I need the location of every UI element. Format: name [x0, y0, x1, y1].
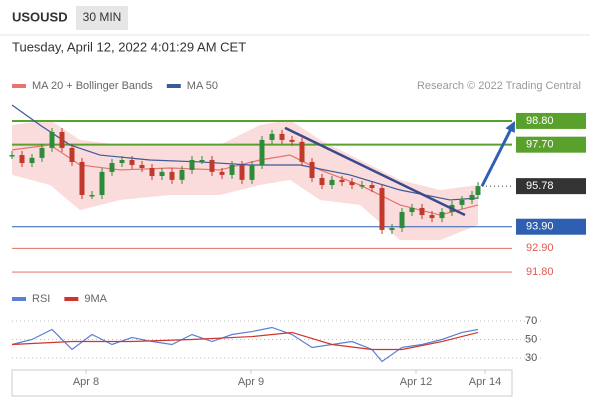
indicator-line: [11, 326, 479, 363]
level-label: 93.90: [526, 221, 554, 233]
legend-label: RSI: [32, 293, 50, 305]
candle: [249, 164, 255, 180]
x-tick-label: Apr 12: [400, 376, 432, 388]
candle: [349, 182, 355, 186]
candle: [129, 160, 135, 165]
legend-swatch: [166, 84, 181, 88]
candle: [189, 160, 195, 170]
legend-label: MA 20 + Bollinger Bands: [32, 80, 153, 92]
datetime: Tuesday, April 12, 2022 4:01:29 AM CET: [12, 39, 246, 54]
legend-label: 9MA: [84, 293, 107, 305]
candle: [469, 194, 475, 200]
credit: Research © 2022 Trading Central: [417, 80, 581, 92]
interval-button[interactable]: [76, 6, 128, 30]
arrow-head: [505, 120, 515, 133]
candle: [389, 228, 395, 230]
candle: [149, 167, 155, 176]
candle: [39, 147, 45, 158]
candle: [459, 199, 465, 205]
candle: [99, 171, 105, 195]
candle: [9, 155, 15, 157]
candle: [319, 177, 325, 186]
candle: [19, 155, 25, 164]
candle: [259, 139, 265, 165]
candle: [279, 133, 285, 140]
candle: [429, 215, 435, 219]
candle: [109, 163, 115, 172]
y-tick-label: 50: [525, 333, 537, 345]
y-tick-label: 70: [525, 315, 537, 327]
bollinger-band: [12, 119, 478, 241]
candle: [289, 139, 295, 142]
symbol: USOUSD: [12, 9, 68, 24]
candle: [359, 185, 365, 187]
candle: [69, 147, 75, 162]
level-label: 95.78: [526, 180, 554, 192]
candle: [329, 179, 335, 186]
x-tick-label: Apr 14: [469, 376, 501, 388]
candle: [369, 185, 375, 189]
legend-label: MA 50: [187, 80, 218, 92]
candle: [379, 188, 385, 230]
level-box: [516, 178, 586, 195]
candle: [309, 161, 315, 178]
x-tick-label: Apr 8: [73, 376, 99, 388]
indicator-line: [11, 331, 479, 351]
candle: [399, 212, 405, 229]
legend-swatch: [12, 84, 26, 88]
forecast-arrow: [480, 125, 514, 187]
level-label: 98.80: [526, 115, 554, 127]
candle: [219, 171, 225, 175]
candle: [419, 207, 425, 216]
candle: [239, 164, 245, 180]
legend-swatch: [64, 297, 79, 301]
level-box: [516, 112, 586, 129]
level-box: [516, 136, 586, 153]
candle: [475, 186, 481, 195]
candle: [159, 171, 165, 176]
candle: [229, 164, 235, 175]
candle: [339, 179, 345, 183]
candle: [49, 131, 55, 148]
legend-swatch: [12, 297, 26, 301]
candle: [139, 164, 145, 168]
candle: [119, 160, 125, 164]
trendline: [284, 126, 466, 217]
candle: [179, 169, 185, 180]
candle: [209, 160, 215, 172]
moving-average: [11, 104, 479, 201]
candle: [439, 212, 445, 219]
x-tick-label: Apr 9: [238, 376, 264, 388]
candle: [299, 141, 305, 162]
interval[interactable]: 30 MIN: [83, 10, 122, 24]
candle: [169, 171, 175, 180]
candle: [89, 194, 95, 197]
candle: [59, 131, 65, 148]
level-label: 91.80: [526, 266, 554, 278]
candle: [409, 207, 415, 213]
y-tick-label: 30: [525, 352, 537, 364]
level-box: [516, 218, 586, 235]
x-axis-frame: [11, 369, 513, 397]
level-label: 97.70: [526, 139, 554, 151]
level-label: 92.90: [526, 242, 554, 254]
candle: [199, 160, 205, 162]
candle: [79, 161, 85, 195]
candle: [29, 157, 35, 164]
candle: [269, 133, 275, 140]
